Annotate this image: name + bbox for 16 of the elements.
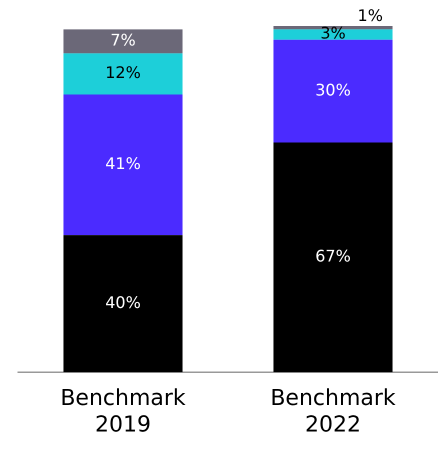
bar (273, 142, 393, 372)
data-label: 12% (105, 63, 141, 82)
data-label: 3% (320, 24, 346, 43)
bar (63, 235, 183, 372)
data-label: 41% (105, 154, 141, 173)
x-tick-label: Benchmark 2019 (60, 386, 186, 438)
bar (273, 40, 393, 143)
bar (63, 94, 183, 236)
bar (63, 53, 183, 95)
data-label: 1% (358, 6, 383, 26)
data-label: 7% (110, 30, 136, 50)
bar (63, 29, 183, 54)
data-label: 67% (315, 246, 351, 266)
data-label: 30% (315, 80, 351, 100)
x-tick-label: Benchmark 2022 (270, 386, 396, 438)
data-label: 40% (105, 292, 141, 312)
